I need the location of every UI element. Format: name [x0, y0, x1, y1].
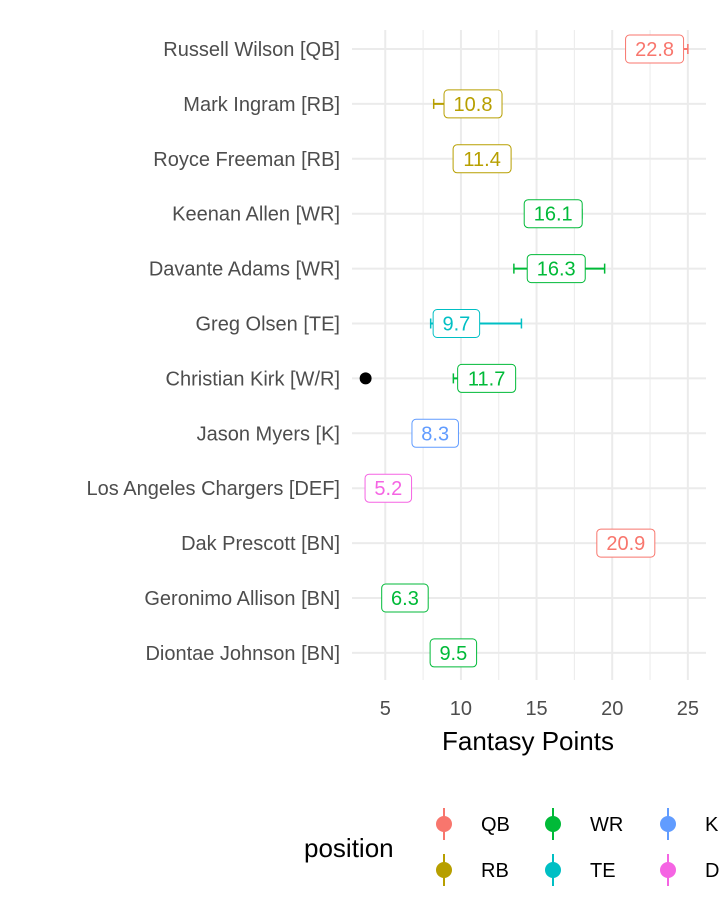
x-tick-label: 10: [450, 698, 472, 720]
legend-key-dot: [436, 862, 452, 878]
data-label-box: [625, 34, 685, 64]
y-tick-label: Keenan Allen [WR]: [172, 204, 340, 226]
data-label: 11.4: [452, 144, 512, 174]
data-label-value: 9.7: [442, 314, 470, 336]
data-label-box: [443, 89, 503, 119]
data-label-value: 16.1: [534, 204, 573, 226]
data-label: 20.9: [596, 528, 656, 558]
legend-key-dot: [660, 816, 676, 832]
data-label-value: 6.3: [391, 588, 419, 610]
data-labels: 22.8 10.8 11.4 16.1 16.3 9.7 11.7 8.3 5.2 20.9 6.3…: [364, 34, 685, 668]
legend-item: RB: [436, 854, 509, 886]
y-tick-label: Diontae Johnson [BN]: [145, 643, 340, 665]
data-label-box: [381, 583, 429, 613]
legend-items: QB RB WR TE K DEF: [436, 808, 720, 886]
x-axis-tick-labels: 5 10 15 20 25: [380, 698, 699, 720]
x-axis-title: Fantasy Points: [442, 726, 614, 756]
legend: position QB RB WR TE K DEF: [304, 808, 720, 886]
legend-label: K: [705, 814, 719, 836]
legend-label: DEF: [705, 860, 720, 882]
legend-item: DEF: [660, 854, 720, 886]
data-label-box: [526, 254, 586, 284]
y-tick-label: Christian Kirk [W/R]: [166, 368, 340, 390]
legend-label: TE: [590, 860, 616, 882]
y-tick-label: Geronimo Allison [BN]: [144, 588, 340, 610]
data-label-value: 22.8: [635, 39, 674, 61]
data-label-value: 11.4: [463, 149, 500, 171]
data-label: 6.3: [381, 583, 429, 613]
y-tick-label: Davante Adams [WR]: [149, 259, 340, 281]
data-label: 8.3: [411, 418, 459, 448]
x-tick-label: 25: [677, 698, 699, 720]
legend-label: WR: [590, 814, 623, 836]
legend-item: WR: [545, 808, 623, 840]
data-label-box: [452, 144, 512, 174]
data-label-value: 16.3: [537, 259, 576, 281]
grid: [352, 30, 706, 680]
data-label-box: [432, 309, 481, 338]
x-tick-label: 20: [601, 698, 623, 720]
data-label-box: [596, 528, 656, 558]
legend-key-dot: [545, 816, 561, 832]
y-tick-label: Jason Myers [K]: [197, 423, 340, 445]
data-label: 22.8: [625, 34, 685, 64]
data-label: 10.8: [443, 89, 503, 119]
legend-item: QB: [436, 808, 510, 840]
y-tick-label: Los Angeles Chargers [DEF]: [87, 478, 340, 500]
legend-key-dot: [660, 862, 676, 878]
legend-label: QB: [481, 814, 510, 836]
data-label-box: [523, 199, 583, 229]
extra-points: [359, 372, 372, 385]
y-tick-label: Dak Prescott [BN]: [181, 533, 340, 555]
data-label: 11.7: [457, 363, 517, 393]
y-tick-label: Mark Ingram [RB]: [183, 94, 340, 116]
data-label-box: [457, 363, 517, 393]
legend-key-dot: [436, 816, 452, 832]
x-tick-label: 5: [380, 698, 391, 720]
legend-item: TE: [545, 854, 616, 886]
data-label: 9.7: [432, 309, 481, 338]
y-axis-tick-labels: Russell Wilson [QB] Mark Ingram [RB] Royce…: [87, 39, 340, 665]
data-label: 16.1: [523, 199, 583, 229]
y-tick-label: Royce Freeman [RB]: [153, 149, 340, 171]
extra-point: [359, 372, 372, 385]
data-label-value: 11.7: [468, 368, 505, 390]
data-label-box: [429, 638, 478, 668]
data-label-value: 5.2: [374, 478, 402, 500]
legend-title: position: [304, 833, 394, 863]
data-label-value: 8.3: [421, 423, 449, 445]
data-label-box: [411, 418, 459, 448]
x-tick-label: 15: [525, 698, 547, 720]
data-label-value: 10.8: [454, 94, 493, 116]
data-label-box: [364, 473, 413, 503]
y-tick-label: Russell Wilson [QB]: [163, 39, 340, 61]
data-label: 16.3: [526, 254, 586, 284]
data-label: 5.2: [364, 473, 413, 503]
legend-label: RB: [481, 860, 509, 882]
y-tick-label: Greg Olsen [TE]: [196, 314, 341, 336]
legend-key-dot: [545, 862, 561, 878]
legend-item: K: [660, 808, 719, 840]
data-label-value: 9.5: [439, 643, 467, 665]
data-label: 9.5: [429, 638, 478, 668]
data-label-value: 20.9: [606, 533, 645, 555]
